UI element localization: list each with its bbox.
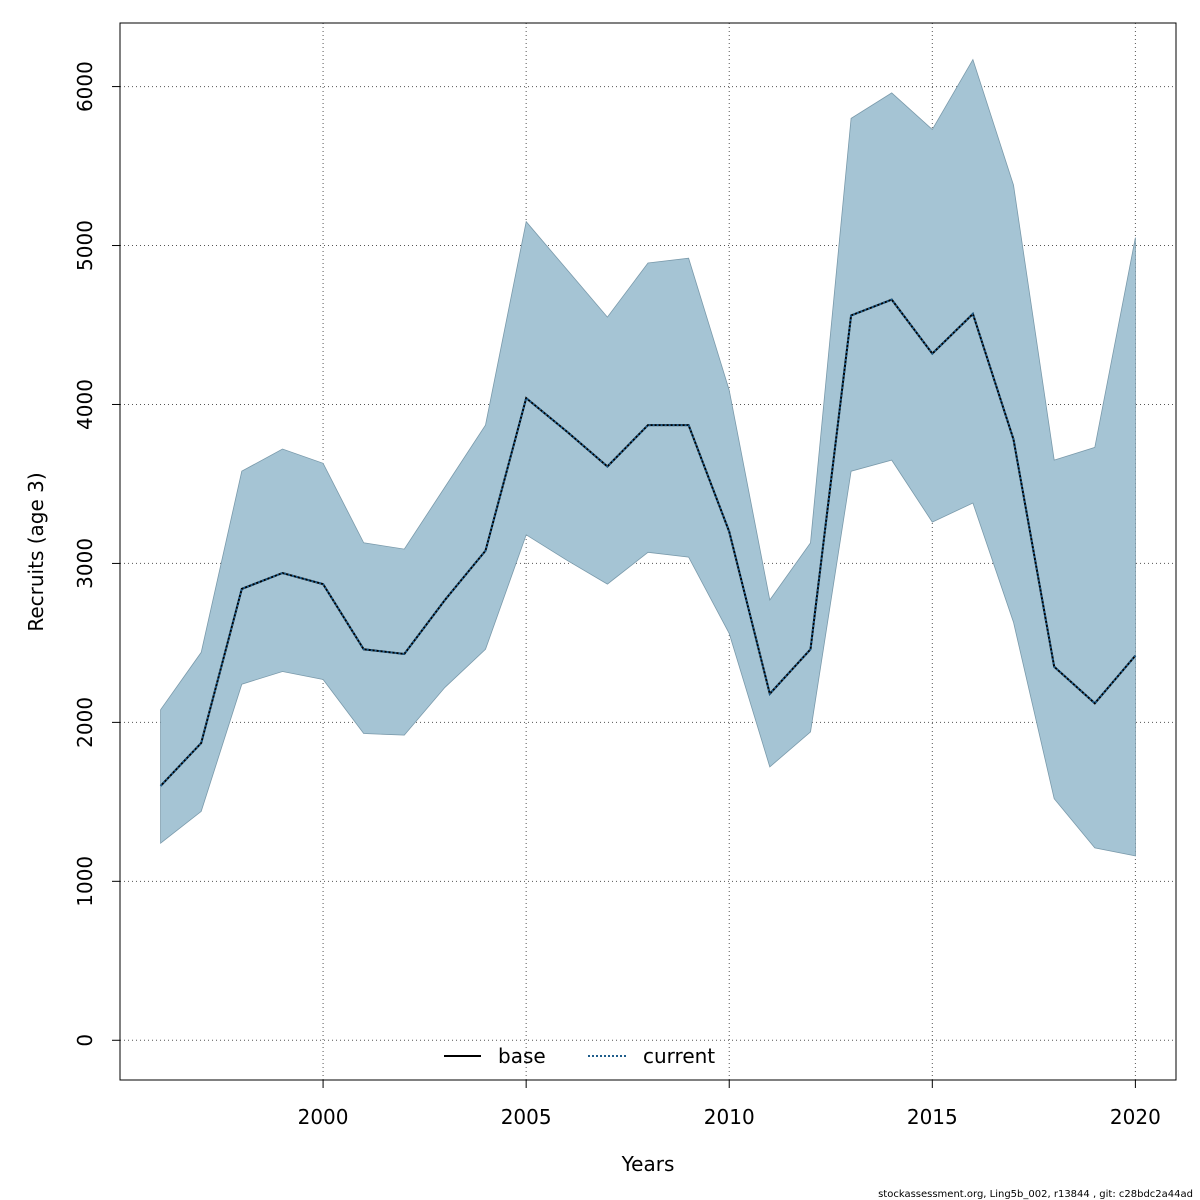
x-tick-label-2005: 2005 bbox=[501, 1105, 552, 1129]
x-axis-title: Years bbox=[621, 1152, 675, 1176]
series-line-current bbox=[159, 298, 1137, 787]
y-tick-label-4000: 4000 bbox=[73, 379, 97, 430]
series-lines bbox=[159, 298, 1137, 787]
footnote: stockassessment.org, Ling5b_002, r13844 … bbox=[878, 1189, 1193, 1200]
x-tick-label-2020: 2020 bbox=[1110, 1105, 1161, 1129]
y-tick-label-1000: 1000 bbox=[73, 856, 97, 907]
y-tick-label-0: 0 bbox=[73, 1034, 97, 1047]
legend: base current bbox=[444, 1044, 715, 1068]
y-tick-label-6000: 6000 bbox=[73, 61, 97, 112]
y-tick-label-5000: 5000 bbox=[73, 220, 97, 271]
y-axis: 0 1000 2000 3000 4000 5000 6000 bbox=[73, 61, 120, 1047]
x-tick-label-2010: 2010 bbox=[704, 1105, 755, 1129]
plot-frame bbox=[119, 22, 1177, 1081]
x-axis: 2000 2005 2010 2015 2020 bbox=[298, 1080, 1161, 1129]
y-tick-label-3000: 3000 bbox=[73, 538, 97, 589]
y-tick-label-2000: 2000 bbox=[73, 697, 97, 748]
confidence-band-area bbox=[160, 58, 1136, 857]
confidence-band bbox=[160, 58, 1136, 857]
legend-label-current: current bbox=[643, 1044, 715, 1068]
x-tick-label-2015: 2015 bbox=[907, 1105, 958, 1129]
legend-label-base: base bbox=[498, 1044, 546, 1068]
y-axis-title: Recruits (age 3) bbox=[24, 472, 48, 631]
x-tick-label-2000: 2000 bbox=[298, 1105, 349, 1129]
